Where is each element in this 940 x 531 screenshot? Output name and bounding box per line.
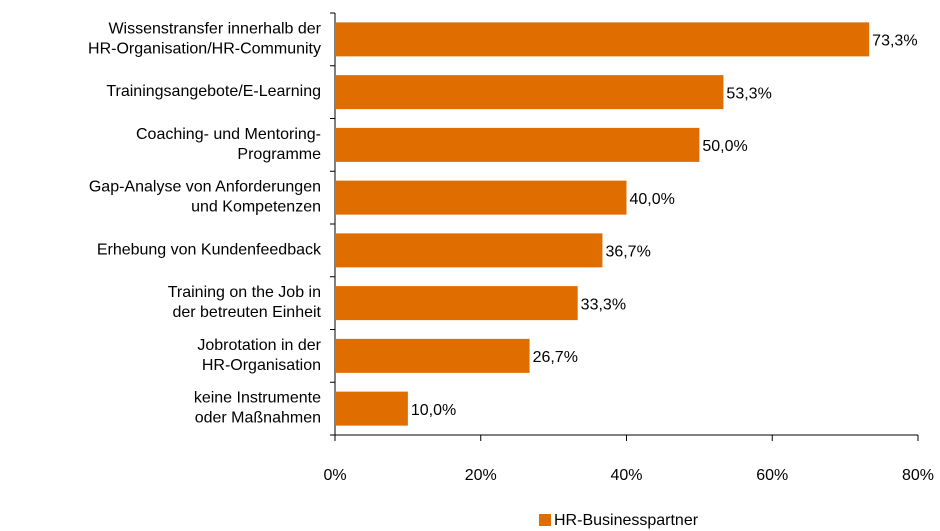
value-label: 10,0% <box>411 402 456 419</box>
x-tick-label: 20% <box>465 467 497 484</box>
label-line: Wissenstransfer innerhalb der <box>108 21 321 38</box>
label-line: Jobrotation in der <box>197 337 321 354</box>
value-label: 40,0% <box>630 191 675 208</box>
x-tick-label: 40% <box>610 467 642 484</box>
label-line: Gap-Analyse von Anforderungen <box>89 179 321 196</box>
bar <box>335 233 603 268</box>
label-line: Programme <box>237 146 321 163</box>
bar <box>335 127 700 162</box>
label-line: und Kompetenzen <box>191 199 321 216</box>
bar <box>335 338 530 373</box>
value-label: 53,3% <box>726 85 771 102</box>
bar <box>335 391 408 426</box>
value-label: 50,0% <box>702 138 747 155</box>
y-tick-label: Training on the Job in der betreuten Einh… <box>168 284 322 321</box>
legend-label: HR-Businesspartner <box>554 512 699 529</box>
y-tick-label: Gap-Analyse von Anforderungen und Kompete… <box>89 179 321 216</box>
label-line: HR-Organisation/HR-Community <box>88 41 321 58</box>
label-line: Training on the Job in <box>168 284 321 301</box>
label-line: Erhebung von Kundenfeedback <box>97 242 322 259</box>
label-line: Trainingsangebote/E-Learning <box>106 83 321 100</box>
y-tick-label: Trainingsangebote/E-Learning <box>106 83 321 100</box>
label-line: keine Instrumente <box>194 390 321 407</box>
bar <box>335 180 627 215</box>
label-line: oder Maßnahmen <box>195 410 321 427</box>
y-tick-label: keine Instrumente oder Maßnahmen <box>194 390 321 427</box>
label-line: HR-Organisation <box>202 357 321 374</box>
y-tick-label: Jobrotation in der HR-Organisation <box>197 337 321 374</box>
label-line: der betreuten Einheit <box>172 304 321 321</box>
x-tick-label: 80% <box>902 467 934 484</box>
legend-swatch <box>539 514 551 526</box>
value-label: 36,7% <box>605 244 650 261</box>
bar <box>335 22 870 57</box>
bar <box>335 75 724 110</box>
value-label: 33,3% <box>581 296 626 313</box>
x-tick-label: 60% <box>756 467 788 484</box>
y-tick-label: Wissenstransfer innerhalb der HR-Organisa… <box>88 21 322 58</box>
x-tick-label: 0% <box>323 467 346 484</box>
label-line: Coaching- und Mentoring- <box>136 126 321 143</box>
value-label: 73,3% <box>872 33 917 50</box>
bar <box>335 286 578 321</box>
y-tick-label: Erhebung von Kundenfeedback <box>97 242 322 259</box>
y-tick-label: Coaching- und Mentoring- Programme <box>136 126 321 163</box>
value-label: 26,7% <box>533 349 578 366</box>
